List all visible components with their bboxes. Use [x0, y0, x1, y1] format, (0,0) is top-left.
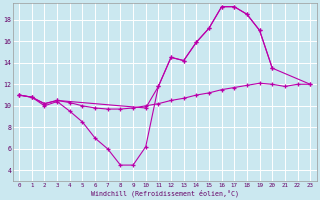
X-axis label: Windchill (Refroidissement éolien,°C): Windchill (Refroidissement éolien,°C)	[91, 189, 239, 197]
